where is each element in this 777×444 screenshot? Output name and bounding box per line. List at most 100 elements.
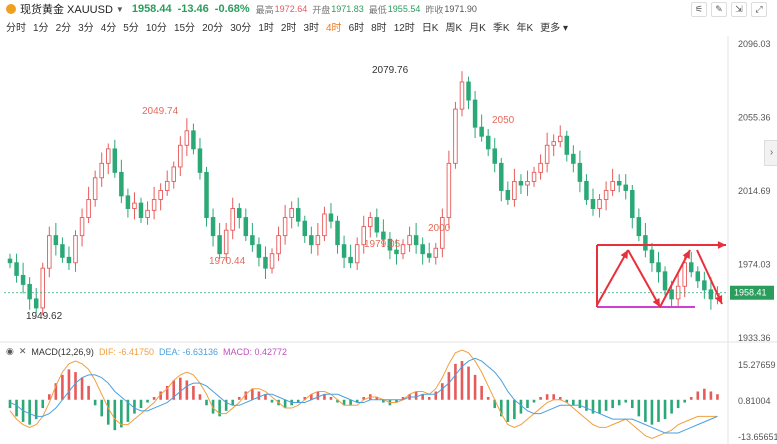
- candle-body: [413, 235, 419, 246]
- macd-histogram-bar: [526, 399, 529, 409]
- timeframe-15[interactable]: 8时: [371, 22, 387, 34]
- candle-body: [73, 235, 78, 264]
- candle-body: [387, 238, 393, 251]
- candle-body: [564, 135, 570, 155]
- candle-body: [230, 208, 235, 231]
- candle-body: [295, 208, 301, 222]
- candle-body: [223, 229, 229, 255]
- candle-body: [453, 108, 458, 164]
- macd-histogram-bar: [644, 399, 647, 422]
- timeframe-7[interactable]: 15分: [173, 22, 196, 34]
- candle-body: [197, 148, 203, 173]
- timeframe-5[interactable]: 5分: [123, 22, 139, 34]
- timeframe-1[interactable]: 1分: [33, 22, 49, 34]
- timeframe-18[interactable]: 周K: [445, 22, 463, 34]
- candle-body: [119, 171, 124, 197]
- timeframe-21[interactable]: 年K: [516, 22, 534, 34]
- timeframe-10[interactable]: 1时: [258, 22, 274, 34]
- timeframe-20[interactable]: 季K: [492, 22, 510, 34]
- candle-body: [433, 247, 439, 258]
- candle-body: [688, 262, 694, 273]
- candle-body: [178, 144, 183, 168]
- candle-body: [276, 235, 281, 255]
- timeframe-13[interactable]: 4时: [326, 22, 342, 34]
- eye-icon[interactable]: ◉: [6, 346, 14, 356]
- macd-histogram-bar: [93, 399, 97, 406]
- candle-body: [590, 199, 596, 209]
- up-arrow-1-head: [620, 250, 628, 259]
- candle-body: [322, 213, 327, 237]
- y-tick-label: 1974.03: [738, 259, 771, 269]
- indicator-icon[interactable]: ⚟: [691, 2, 707, 17]
- candle-body: [269, 253, 275, 269]
- price-change-pct: -0.68%: [214, 3, 250, 15]
- candle-body: [348, 256, 353, 264]
- timeframe-11[interactable]: 2时: [280, 22, 297, 34]
- candle-body: [33, 298, 39, 309]
- candle-body: [426, 253, 432, 258]
- macd-histogram-bar: [185, 380, 189, 400]
- candle-body: [459, 81, 465, 110]
- macd-histogram-bar: [434, 391, 438, 400]
- timeframe-9[interactable]: 30分: [230, 22, 252, 34]
- macd-histogram-bar: [480, 385, 483, 400]
- candle-body: [125, 195, 131, 209]
- symbol-name[interactable]: 现货黄金 XAUUSD: [20, 4, 113, 16]
- macd-histogram-bar: [28, 399, 31, 425]
- candle-body: [145, 209, 150, 219]
- candle-body: [577, 162, 583, 182]
- candle-body: [40, 267, 46, 309]
- candle-body: [525, 180, 530, 186]
- close-icon[interactable]: ✕: [18, 346, 27, 356]
- macd-histogram-bar: [421, 394, 424, 400]
- timeframe-2[interactable]: 2分: [55, 22, 72, 34]
- timeframe-3[interactable]: 3分: [78, 22, 94, 34]
- macd-histogram-bar: [270, 399, 274, 403]
- candle-body: [243, 217, 249, 237]
- y-tick-label: 2096.03: [738, 39, 771, 49]
- candle-body: [636, 217, 642, 237]
- macd-histogram-bar: [382, 399, 385, 403]
- macd-histogram-bar: [192, 385, 195, 400]
- macd-histogram-bar: [41, 399, 45, 409]
- candle-body: [374, 217, 380, 233]
- timeframe-16[interactable]: 12时: [393, 22, 415, 34]
- chevron-down-icon[interactable]: ▼: [115, 4, 124, 14]
- timeframe-19[interactable]: 月K: [469, 22, 486, 34]
- timeframe-22[interactable]: 更多 ▾: [540, 22, 568, 34]
- timeframe-4[interactable]: 4分: [100, 22, 117, 34]
- macd-histogram-bar: [87, 385, 90, 400]
- macd-histogram-bar: [716, 394, 719, 400]
- macd-histogram-bar: [565, 399, 569, 403]
- timeframe-0[interactable]: 分时: [6, 22, 26, 34]
- draw-icon[interactable]: ✎: [711, 2, 727, 17]
- timeframe-14[interactable]: 6时: [348, 22, 365, 34]
- timeframe-17[interactable]: 日K: [421, 22, 439, 34]
- candle-body: [237, 208, 242, 219]
- macd-histogram-bar: [329, 397, 333, 400]
- collapse-icon[interactable]: ⇲: [731, 2, 747, 17]
- timeframe-8[interactable]: 20分: [202, 22, 224, 34]
- candle-body: [289, 208, 294, 219]
- candle-body: [79, 217, 85, 237]
- timeframe-6[interactable]: 10分: [145, 22, 167, 34]
- timeframe-12[interactable]: 3时: [303, 22, 319, 34]
- candle-body: [400, 244, 406, 255]
- candle-body: [544, 144, 550, 164]
- candle-body: [47, 235, 52, 269]
- macd-dif-line: [9, 349, 718, 440]
- macd-histogram-bar: [689, 397, 693, 400]
- fullscreen-icon[interactable]: ⤢: [751, 2, 767, 17]
- candle-body: [551, 141, 556, 146]
- macd-histogram-bar: [355, 399, 359, 403]
- macd-histogram-bar: [237, 397, 241, 400]
- prev-close-value: 1971.90: [444, 4, 477, 14]
- macd-title: MACD(12,26,9): [31, 346, 94, 357]
- candle-body: [505, 189, 511, 200]
- chevron-right-icon[interactable]: ›: [764, 140, 777, 166]
- macd-histogram-bar: [650, 399, 654, 425]
- candle-body: [60, 244, 65, 258]
- macd-histogram-bar: [316, 391, 320, 400]
- candle-body: [191, 130, 196, 150]
